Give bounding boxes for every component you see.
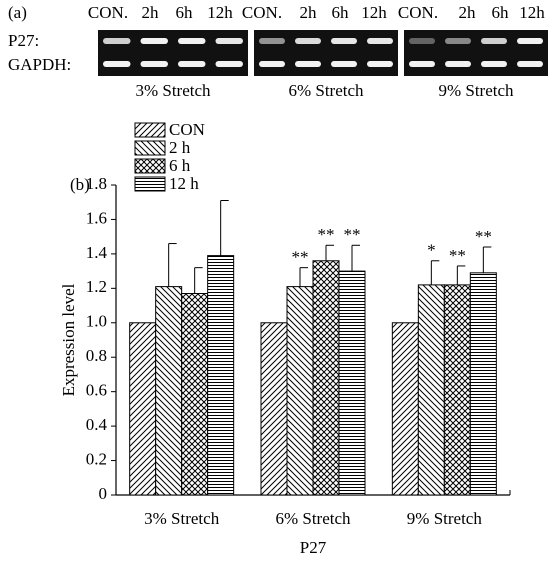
significance-label: ** xyxy=(318,225,335,244)
gel-band xyxy=(141,61,169,67)
y-axis-label: Expression level xyxy=(59,283,78,396)
legend-label: 2 h xyxy=(169,138,191,157)
y-tick-label: 1.8 xyxy=(86,174,107,193)
bar xyxy=(339,271,365,495)
gel-image xyxy=(98,30,248,76)
x-tick-label: 9% Stretch xyxy=(407,509,483,528)
bar xyxy=(156,287,182,495)
error-bar xyxy=(352,245,360,271)
x-tick-label: 3% Stretch xyxy=(144,509,220,528)
y-tick-label: 0.8 xyxy=(86,346,107,365)
lane-label: 2h xyxy=(142,3,160,22)
significance-label: ** xyxy=(475,227,492,246)
group-label: 9% Stretch xyxy=(438,81,514,100)
y-tick-label: 0.2 xyxy=(86,449,107,468)
gel-band xyxy=(216,61,244,67)
y-tick-label: 1.0 xyxy=(86,312,107,331)
gel-band xyxy=(331,38,357,44)
gel-band xyxy=(259,38,285,44)
lane-label: 2h xyxy=(459,3,477,22)
gel-band xyxy=(141,38,169,44)
error-bar xyxy=(483,247,491,273)
error-bar xyxy=(195,268,203,294)
error-bar xyxy=(326,245,334,261)
gel-image xyxy=(404,30,548,76)
error-bar xyxy=(457,266,465,285)
row-label: GAPDH: xyxy=(8,55,71,74)
group-label: 6% Stretch xyxy=(288,81,364,100)
significance-label: * xyxy=(427,241,436,260)
error-bar xyxy=(169,244,177,287)
lane-label: CON. xyxy=(242,3,282,22)
group-label: 3% Stretch xyxy=(135,81,211,100)
gel-band xyxy=(367,61,393,67)
bar xyxy=(208,256,234,495)
gel-band xyxy=(517,38,543,44)
gel-band xyxy=(295,38,321,44)
y-tick-label: 0.4 xyxy=(86,415,108,434)
bar xyxy=(444,285,470,495)
legend-label: CON xyxy=(169,120,205,139)
figure: (a) P27: GAPDH: (b) P27 Expression level… xyxy=(0,0,554,563)
gel-band xyxy=(445,61,471,67)
lane-label: CON. xyxy=(88,3,128,22)
significance-label: ** xyxy=(344,225,361,244)
y-tick-label: 0.6 xyxy=(86,381,107,400)
error-bar xyxy=(431,261,439,285)
bar xyxy=(261,323,287,495)
bar xyxy=(130,323,156,495)
bar xyxy=(418,285,444,495)
gel-band xyxy=(295,61,321,67)
x-axis-label: P27 xyxy=(300,538,327,557)
legend-swatch xyxy=(135,141,165,155)
lane-label: 6h xyxy=(176,3,194,22)
gel-band xyxy=(259,61,285,67)
gel-band xyxy=(409,61,435,67)
gel-band xyxy=(103,61,131,67)
gel-band xyxy=(216,38,244,44)
lane-label: 12h xyxy=(519,3,545,22)
lane-label: 6h xyxy=(332,3,350,22)
significance-label: ** xyxy=(292,248,309,267)
lane-label: CON. xyxy=(398,3,438,22)
significance-label: ** xyxy=(449,246,466,265)
legend-label: 6 h xyxy=(169,156,191,175)
y-tick-label: 0 xyxy=(99,484,108,503)
y-tick-label: 1.6 xyxy=(86,208,107,227)
bar xyxy=(392,323,418,495)
gel-band xyxy=(481,61,507,67)
error-bar xyxy=(221,201,229,256)
gel-band xyxy=(331,61,357,67)
lane-label: 6h xyxy=(492,3,510,22)
gel-band xyxy=(517,61,543,67)
gel-band xyxy=(481,38,507,44)
bar xyxy=(182,294,208,496)
gel-band xyxy=(178,38,206,44)
legend-label: 12 h xyxy=(169,174,199,193)
gel-band xyxy=(178,61,206,67)
y-tick-label: 1.2 xyxy=(86,277,107,296)
gel-image xyxy=(254,30,398,76)
y-tick-label: 1.4 xyxy=(86,243,108,262)
bar xyxy=(287,287,313,495)
legend-swatch xyxy=(135,159,165,173)
legend-swatch xyxy=(135,177,165,191)
lane-label: 2h xyxy=(300,3,318,22)
x-tick-label: 6% Stretch xyxy=(275,509,351,528)
lane-label: 12h xyxy=(207,3,233,22)
bar xyxy=(313,261,339,495)
gel-band xyxy=(103,38,131,44)
gel-band xyxy=(445,38,471,44)
gel-band xyxy=(367,38,393,44)
panel-label: (a) xyxy=(8,3,27,22)
error-bar xyxy=(300,268,308,287)
legend-swatch xyxy=(135,123,165,137)
gel-band xyxy=(409,38,435,44)
lane-label: 12h xyxy=(361,3,387,22)
row-label: P27: xyxy=(8,31,39,50)
bar xyxy=(470,273,496,495)
